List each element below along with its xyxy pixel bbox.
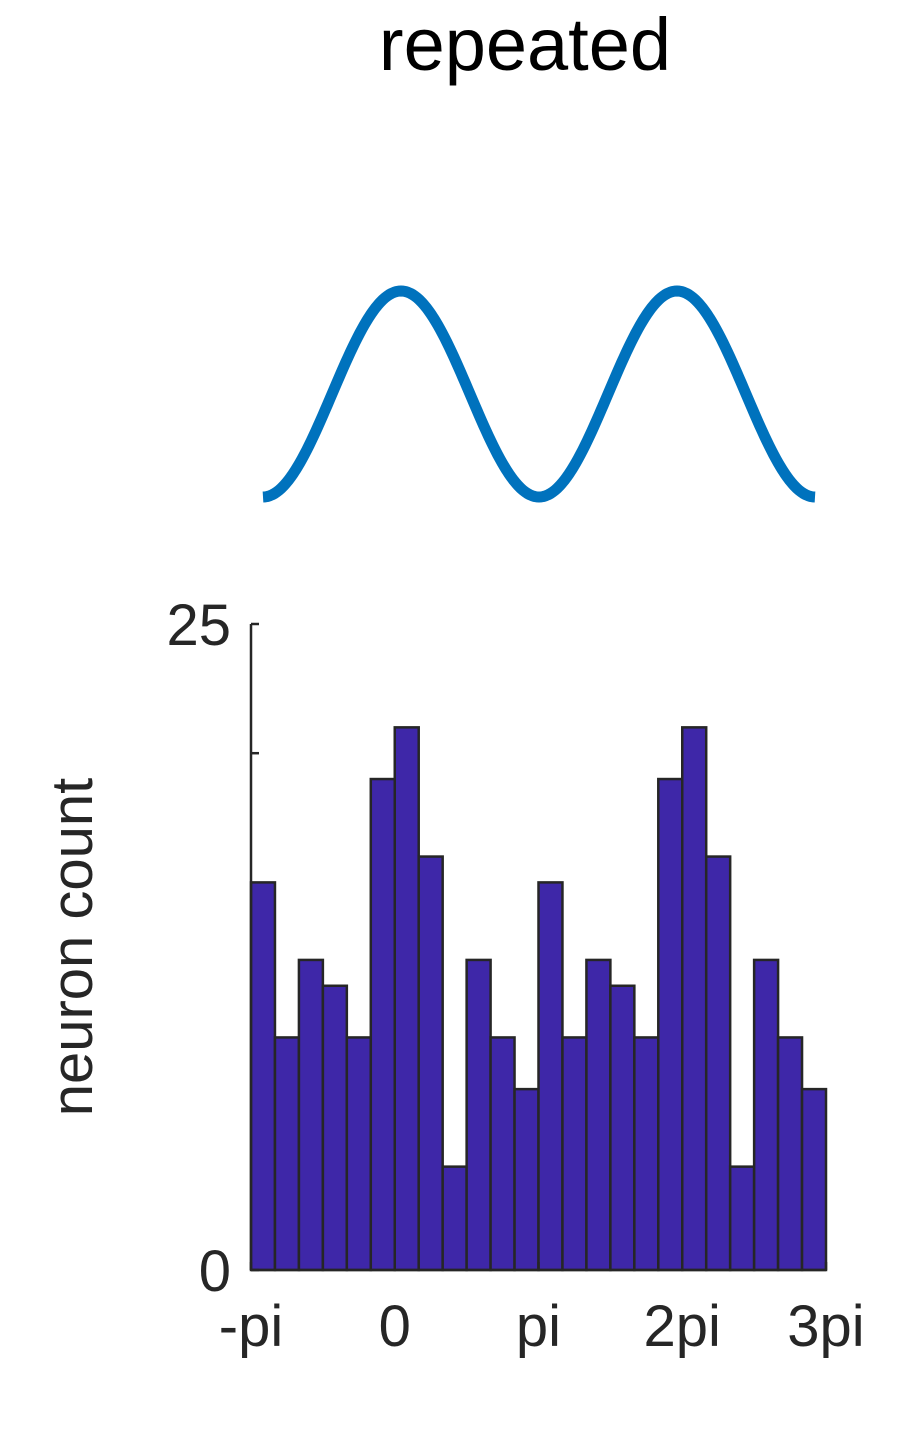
- y-axis-label: neuron count: [40, 778, 105, 1117]
- y-axis-label-group: neuron count: [40, 778, 105, 1117]
- histogram-bar-18: [657, 777, 684, 1272]
- histogram-bar-10: [465, 958, 492, 1272]
- x-tick-label-2: 0: [379, 1294, 411, 1359]
- histogram-bar-23: [776, 1036, 804, 1272]
- histogram-bar-21: [728, 1165, 756, 1272]
- y-tick-label-1: 0: [199, 1239, 231, 1304]
- histogram-bar-2: [273, 1036, 301, 1272]
- histogram-bars: [249, 726, 828, 1272]
- x-tick-label-5: 3pi: [787, 1294, 864, 1359]
- x-axis: -pi 0 pi 2pi 3pi: [219, 1262, 865, 1359]
- histogram-bar-3: [297, 958, 325, 1272]
- histogram-bar-4: [321, 984, 349, 1272]
- y-axis: 0 25: [166, 593, 259, 1304]
- histogram-bar-24: [800, 1087, 828, 1272]
- histogram-bar-14: [561, 1036, 588, 1272]
- cosine-curve-panel: [259, 285, 819, 503]
- histogram-bar-11: [489, 1036, 516, 1272]
- histogram-bar-7: [393, 726, 420, 1272]
- histogram-bar-19: [681, 726, 708, 1272]
- x-tick-label-1: -pi: [219, 1294, 283, 1359]
- y-tick-label-3: 25: [166, 593, 231, 658]
- histogram-bar-8: [417, 855, 444, 1272]
- chart-title: repeated: [379, 3, 671, 86]
- x-tick-label-3: pi: [516, 1294, 561, 1359]
- histogram-bar-22: [752, 958, 780, 1272]
- histogram-bar-1: [249, 881, 277, 1272]
- histogram-bar-12: [513, 1087, 540, 1272]
- histogram-bar-5: [345, 1036, 373, 1272]
- histogram-bar-13: [537, 881, 564, 1272]
- x-tick-label-4: 2pi: [644, 1294, 721, 1359]
- histogram-bar-17: [633, 1036, 660, 1272]
- histogram-panel: 025 -pi 0 pi 2pi 3pi neuron count: [40, 593, 865, 1359]
- histogram-bar-6: [369, 777, 397, 1272]
- histogram-bar-16: [609, 984, 636, 1272]
- histogram-bar-20: [704, 855, 732, 1272]
- histogram-bar-15: [585, 958, 612, 1272]
- histogram-bar-9: [441, 1165, 468, 1272]
- cosine-curve: [259, 285, 819, 503]
